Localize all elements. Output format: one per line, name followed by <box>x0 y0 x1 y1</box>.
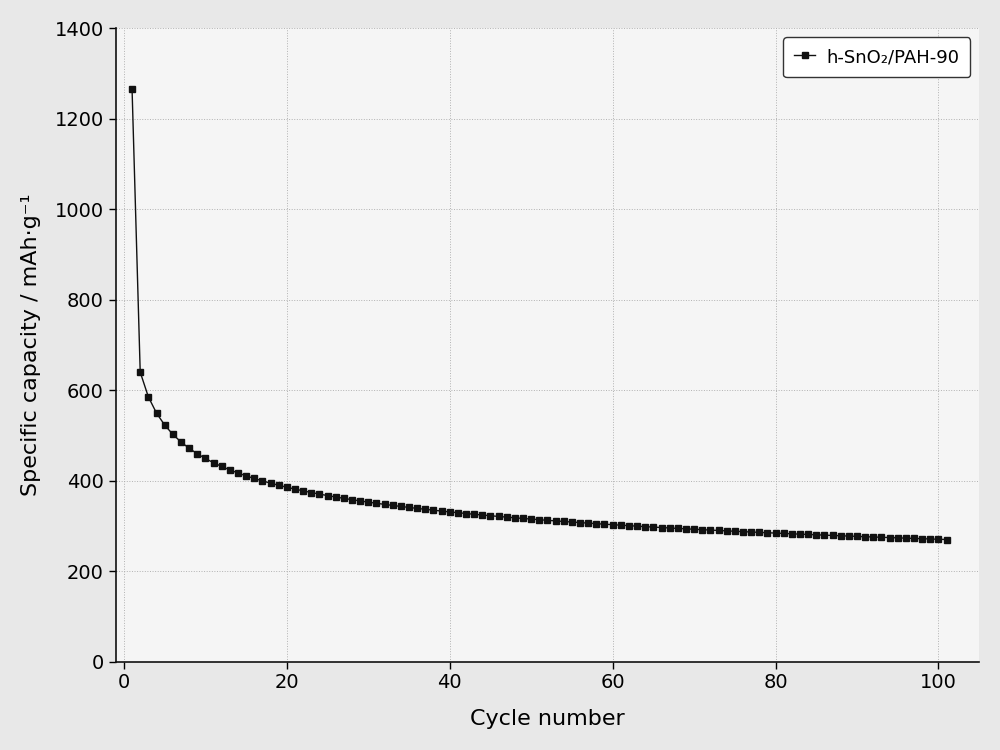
h-SnO₂/PAH-90 <box>615 520 627 530</box>
X-axis label: Cycle number: Cycle number <box>470 710 625 729</box>
h-SnO₂/PAH-90 <box>501 513 513 522</box>
Y-axis label: Specific capacity / mAh·g⁻¹: Specific capacity / mAh·g⁻¹ <box>21 194 41 496</box>
h-SnO₂/PAH-90 <box>330 493 342 502</box>
Legend: h-SnO₂/PAH-90: h-SnO₂/PAH-90 <box>783 38 970 77</box>
h-SnO₂/PAH-90 <box>737 527 749 536</box>
h-SnO₂/PAH-90 <box>696 525 708 534</box>
h-SnO₂/PAH-90 <box>183 444 195 453</box>
h-SnO₂/PAH-90 <box>126 85 138 94</box>
h-SnO₂/PAH-90 <box>941 535 953 544</box>
Line: h-SnO₂/PAH-90: h-SnO₂/PAH-90 <box>129 86 950 543</box>
